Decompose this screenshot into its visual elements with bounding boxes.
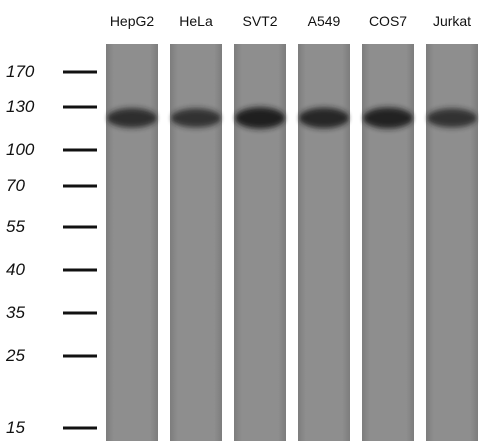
lane-label-jurkat: Jurkat — [432, 13, 472, 29]
marker-label-35: 35 — [6, 303, 25, 322]
marker-tick-130 — [63, 105, 97, 109]
marker-tick-40 — [63, 268, 97, 272]
marker-tick-100 — [63, 148, 97, 152]
lane-cos7 — [362, 44, 414, 441]
lane-svt2 — [234, 44, 286, 441]
marker-tick-25 — [63, 354, 97, 358]
marker-tick-55 — [63, 225, 97, 229]
band-hela — [171, 108, 221, 128]
band-a549 — [299, 107, 349, 129]
lane-label-hela: HeLa — [179, 13, 213, 29]
marker-tick-70 — [63, 184, 97, 188]
lane-hela — [170, 44, 222, 441]
marker-tick-15 — [63, 426, 97, 430]
marker-label-170: 170 — [6, 62, 35, 81]
marker-label-40: 40 — [6, 260, 25, 279]
marker-tick-35 — [63, 311, 97, 315]
band-svt2 — [235, 107, 285, 129]
lane-hepg2 — [106, 44, 158, 441]
lane-label-cos7: COS7 — [368, 13, 408, 29]
band-hepg2 — [107, 108, 157, 128]
marker-label-55: 55 — [6, 217, 25, 236]
lane-label-svt2: SVT2 — [242, 13, 278, 29]
marker-tick-170 — [63, 70, 97, 74]
marker-label-15: 15 — [6, 418, 25, 437]
lane-label-a549: A549 — [307, 13, 341, 29]
marker-label-25: 25 — [6, 346, 25, 365]
band-cos7 — [363, 107, 413, 129]
marker-label-100: 100 — [6, 140, 35, 159]
lane-jurkat — [426, 44, 478, 441]
lane-a549 — [298, 44, 350, 441]
marker-label-70: 70 — [6, 176, 25, 195]
band-jurkat — [427, 108, 477, 128]
lane-label-hepg2: HepG2 — [109, 13, 155, 29]
marker-label-130: 130 — [6, 97, 35, 116]
